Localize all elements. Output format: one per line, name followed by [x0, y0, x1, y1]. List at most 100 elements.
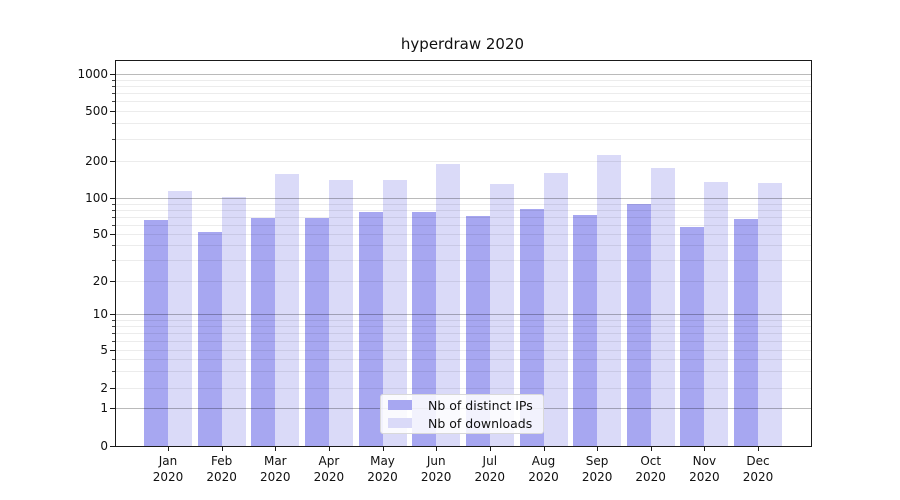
x-tick-label-nov: Nov 2020 [689, 454, 720, 484]
bar-mar-downloads [275, 173, 300, 446]
gridline-minor-700 [116, 93, 811, 94]
y-tick-label-1: 1 [100, 401, 108, 415]
legend-swatch-distinct-ips [388, 400, 412, 410]
bar-oct-distinct-ips [626, 204, 651, 446]
y-minor-tick-60 [112, 224, 115, 226]
x-tick-label-jul: Jul 2020 [474, 454, 506, 484]
y-minor-tick-8 [112, 325, 115, 327]
bar-jan-downloads [168, 191, 192, 446]
gridline-minor-400 [116, 123, 811, 125]
x-tick-dec [758, 446, 759, 451]
gridline-minor-800 [116, 85, 811, 87]
y-minor-tick-6 [112, 340, 115, 342]
legend-row-downloads: Nb of downloads [388, 416, 543, 431]
y-tick-label-20: 20 [92, 274, 108, 288]
x-tick-label-oct: Oct 2020 [635, 454, 666, 484]
y-minor-tick-300 [112, 138, 115, 140]
bar-oct-downloads [650, 168, 675, 446]
gridline-minor-900 [116, 79, 811, 81]
y-tick-label-0: 0 [100, 439, 108, 453]
x-tick-aug [543, 446, 545, 451]
y-tick-5 [110, 350, 115, 351]
y-tick-label-500: 500 [85, 104, 108, 118]
y-tick-label-200: 200 [85, 154, 108, 168]
y-minor-tick-70 [112, 216, 115, 218]
y-minor-tick-40 [112, 245, 115, 247]
bar-apr-downloads [328, 180, 353, 446]
bar-may-distinct-ips [358, 212, 383, 446]
legend-row-distinct-ips: Nb of distinct IPs [388, 398, 543, 413]
y-minor-tick-30 [112, 260, 115, 262]
x-tick-mar [275, 446, 277, 451]
y-minor-tick-4 [112, 359, 115, 361]
x-tick-label-may: May 2020 [367, 454, 398, 484]
bar-dec-distinct-ips [734, 218, 758, 446]
x-tick-jan [168, 446, 169, 451]
x-tick-label-mar: Mar 2020 [260, 454, 291, 484]
x-tick-apr [328, 446, 330, 451]
gridline-major-1000 [116, 74, 811, 75]
x-tick-label-jan: Jan 2020 [152, 454, 184, 484]
x-tick-oct [650, 446, 652, 451]
legend-label-distinct-ips: Nb of distinct IPs [428, 397, 533, 413]
x-tick-jun [436, 446, 438, 451]
y-minor-tick-9 [112, 319, 115, 321]
y-tick-1000 [110, 74, 115, 75]
y-tick-0 [110, 446, 115, 447]
y-tick-500 [110, 111, 115, 112]
y-minor-tick-700 [112, 93, 115, 94]
bar-nov-downloads [704, 182, 729, 446]
y-minor-tick-400 [112, 123, 115, 125]
legend-swatch-downloads [388, 418, 412, 428]
bar-nov-distinct-ips [680, 227, 705, 446]
y-tick-50 [110, 234, 115, 235]
x-tick-label-feb: Feb 2020 [206, 454, 237, 484]
y-tick-200 [110, 161, 115, 162]
x-tick-nov [704, 446, 706, 451]
y-tick-100 [110, 198, 115, 199]
x-tick-label-aug: Aug 2020 [528, 454, 559, 484]
bar-feb-downloads [221, 196, 246, 446]
gridline-minor-500 [116, 111, 811, 112]
bar-mar-distinct-ips [251, 218, 276, 446]
y-minor-tick-800 [112, 85, 115, 87]
x-tick-label-dec: Dec 2020 [742, 454, 774, 484]
bar-sep-distinct-ips [573, 215, 598, 446]
y-minor-tick-80 [112, 209, 115, 211]
bar-apr-distinct-ips [304, 218, 329, 446]
x-tick-may [382, 446, 384, 451]
bar-feb-distinct-ips [197, 232, 222, 446]
y-tick-10 [110, 314, 115, 315]
x-tick-sep [597, 446, 599, 451]
y-tick-label-5: 5 [100, 343, 108, 357]
bar-dec-downloads [758, 183, 782, 446]
y-minor-tick-3 [112, 371, 115, 373]
chart-title: hyperdraw 2020 [400, 35, 525, 53]
y-minor-tick-600 [112, 101, 115, 103]
bar-jan-distinct-ips [144, 220, 168, 446]
x-tick-feb [221, 446, 223, 451]
x-tick-label-apr: Apr 2020 [313, 454, 345, 484]
y-tick-2 [110, 388, 115, 389]
y-tick-label-100: 100 [85, 191, 108, 205]
bar-aug-downloads [543, 172, 568, 446]
x-tick-jul [489, 446, 491, 451]
y-tick-1 [110, 408, 115, 409]
y-tick-label-2: 2 [100, 381, 108, 395]
plot-area: 0 1 2 5 10 20 50 100 200 500 1000 Jan 2020 Feb 2020 Mar… [77, 60, 812, 484]
y-minor-tick-90 [112, 203, 115, 205]
x-tick-label-sep: Sep 2020 [581, 454, 613, 484]
y-minor-tick-7 [112, 332, 115, 334]
y-minor-tick-900 [112, 79, 115, 81]
gridline-minor-600 [116, 101, 811, 103]
y-tick-20 [110, 281, 115, 282]
gridline-minor-300 [116, 138, 811, 140]
legend: Nb of distinct IPs Nb of downloads [380, 394, 544, 434]
bar-sep-downloads [597, 155, 622, 446]
x-tick-label-jun: Jun 2020 [420, 454, 452, 484]
y-tick-label-50: 50 [92, 227, 108, 241]
y-tick-label-1000: 1000 [77, 67, 108, 81]
legend-label-downloads: Nb of downloads [428, 415, 533, 431]
y-tick-label-10: 10 [92, 307, 108, 321]
